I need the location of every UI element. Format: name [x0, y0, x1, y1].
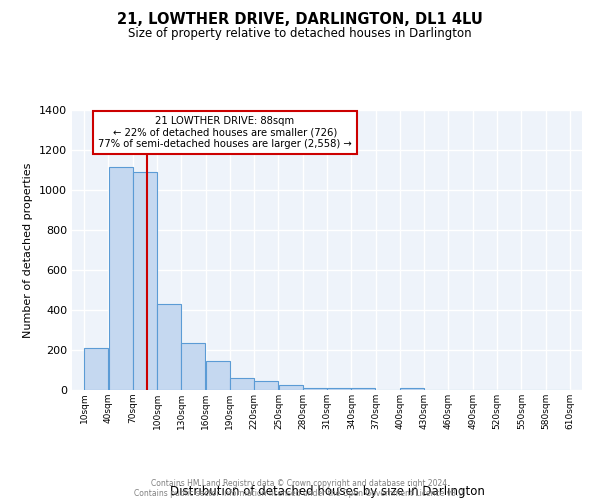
Bar [400, 388, 424, 390]
Bar [109, 167, 133, 390]
Bar [352, 388, 376, 390]
Bar [181, 343, 205, 390]
Bar [278, 385, 302, 390]
Bar [303, 388, 327, 390]
Bar [206, 361, 230, 390]
Text: 21, LOWTHER DRIVE, DARLINGTON, DL1 4LU: 21, LOWTHER DRIVE, DARLINGTON, DL1 4LU [117, 12, 483, 28]
Bar [254, 381, 278, 390]
Bar [327, 388, 351, 390]
Text: Size of property relative to detached houses in Darlington: Size of property relative to detached ho… [128, 28, 472, 40]
Bar [133, 172, 157, 390]
Text: 21 LOWTHER DRIVE: 88sqm
← 22% of detached houses are smaller (726)
77% of semi-d: 21 LOWTHER DRIVE: 88sqm ← 22% of detache… [98, 116, 352, 149]
Text: Contains public sector information licensed under the Open Government Licence v3: Contains public sector information licen… [134, 488, 466, 498]
Y-axis label: Number of detached properties: Number of detached properties [23, 162, 34, 338]
X-axis label: Distribution of detached houses by size in Darlington: Distribution of detached houses by size … [170, 484, 484, 498]
Bar [230, 378, 254, 390]
Bar [157, 304, 181, 390]
Text: Contains HM Land Registry data © Crown copyright and database right 2024.: Contains HM Land Registry data © Crown c… [151, 478, 449, 488]
Bar [85, 348, 108, 390]
